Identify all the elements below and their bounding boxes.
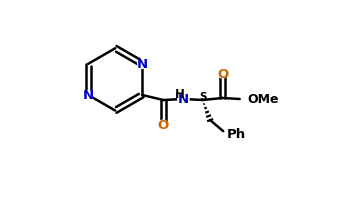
- Circle shape: [178, 94, 189, 105]
- Text: O: O: [158, 119, 169, 132]
- Text: S: S: [199, 92, 207, 102]
- Text: O: O: [217, 67, 228, 80]
- Text: OMe: OMe: [247, 93, 279, 106]
- Text: N: N: [83, 89, 94, 102]
- Circle shape: [84, 91, 93, 100]
- Circle shape: [138, 60, 147, 69]
- Circle shape: [159, 120, 168, 130]
- Text: N: N: [137, 58, 148, 71]
- Text: N: N: [178, 93, 189, 106]
- Text: Ph: Ph: [227, 127, 246, 140]
- Circle shape: [218, 69, 227, 79]
- Text: H: H: [175, 87, 185, 100]
